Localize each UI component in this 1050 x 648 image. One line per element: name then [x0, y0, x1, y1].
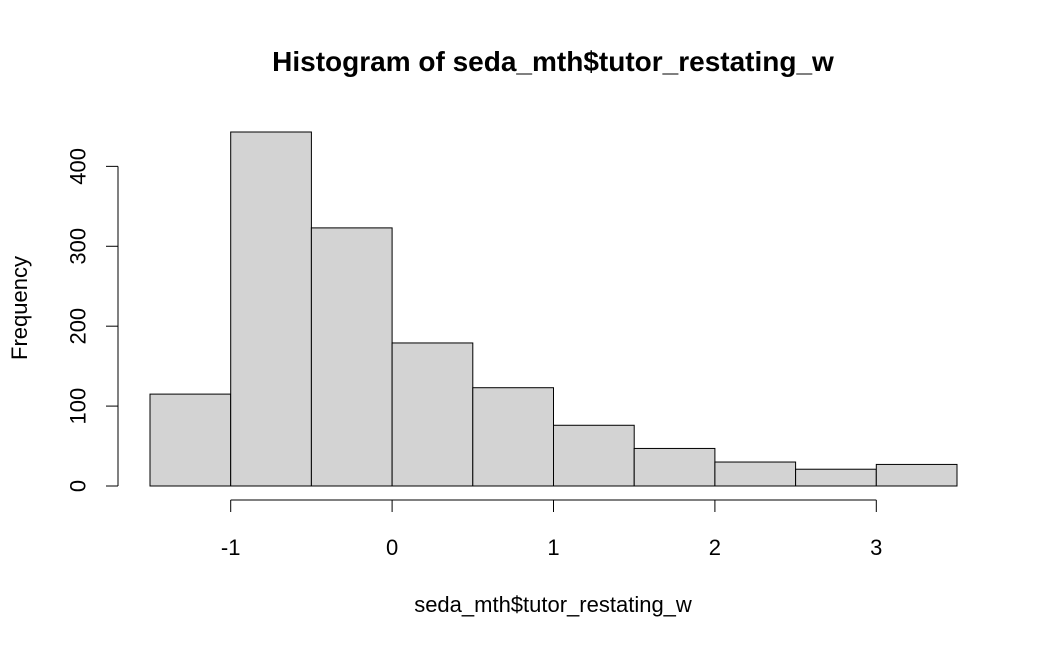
y-tick-label: 200	[66, 308, 91, 345]
histogram-bar	[553, 424, 635, 487]
histogram-bars	[149, 131, 958, 487]
histogram-bar	[230, 131, 312, 487]
histogram-bar	[714, 461, 797, 487]
histogram-bar	[391, 342, 474, 487]
y-tick-label: 100	[66, 388, 91, 425]
x-tick-label: -1	[221, 535, 241, 560]
y-axis-label: Frequency	[7, 256, 32, 360]
histogram-bar	[472, 387, 554, 487]
histogram-bar	[875, 463, 958, 487]
x-tick-label: 2	[709, 535, 721, 560]
y-tick-label: 300	[66, 228, 91, 265]
x-tick-label: 0	[386, 535, 398, 560]
y-tick-label: 0	[66, 480, 91, 492]
histogram-bar	[795, 468, 877, 487]
histogram-bar	[310, 227, 393, 487]
y-axis: 0 100 200 300 400	[66, 148, 119, 492]
histogram-bar	[633, 447, 716, 487]
y-tick-label: 400	[66, 148, 91, 185]
x-axis: -1 0 1 2 3	[221, 499, 882, 560]
x-tick-label: 3	[870, 535, 882, 560]
chart-title: Histogram of seda_mth$tutor_restating_w	[272, 46, 834, 77]
x-axis-label: seda_mth$tutor_restating_w	[414, 592, 692, 617]
histogram-bar	[149, 393, 232, 487]
x-tick-label: 1	[547, 535, 559, 560]
